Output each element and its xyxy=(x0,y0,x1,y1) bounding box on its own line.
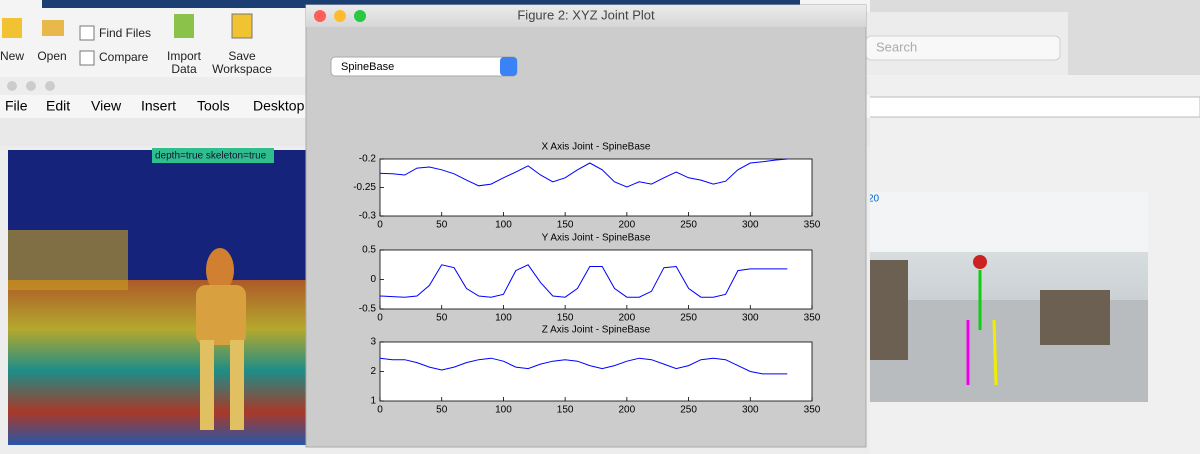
x-tick-label: 200 xyxy=(619,405,636,416)
popup-arrow[interactable] xyxy=(500,57,517,76)
y-tick-label: 1 xyxy=(370,396,376,407)
open-icon[interactable] xyxy=(42,20,64,36)
x-tick-label: 250 xyxy=(680,405,697,416)
import-label[interactable]: Import xyxy=(167,49,202,63)
find-files-label[interactable]: Find Files xyxy=(99,26,151,40)
y-tick-label: 3 xyxy=(370,337,376,348)
menu-item[interactable]: Edit xyxy=(46,98,70,114)
axes xyxy=(379,249,813,310)
plot-title: Y Axis Joint - SpineBase xyxy=(542,233,651,244)
window-button[interactable] xyxy=(26,81,36,91)
data-line xyxy=(379,264,788,298)
axes xyxy=(379,341,813,402)
desk xyxy=(1040,290,1110,345)
title-bar xyxy=(306,5,866,27)
x-tick-label: 100 xyxy=(495,405,512,416)
menu-item[interactable]: Tools xyxy=(197,98,230,114)
zoom-button[interactable] xyxy=(354,10,366,22)
close-button[interactable] xyxy=(314,10,326,22)
data-line xyxy=(379,357,788,375)
window-button[interactable] xyxy=(45,81,55,91)
camera-menubar xyxy=(859,96,1200,118)
plot-title: Z Axis Joint - SpineBase xyxy=(542,325,651,336)
window-button[interactable] xyxy=(7,81,17,91)
depth-floor xyxy=(8,280,306,445)
menu-item[interactable]: Insert xyxy=(141,98,176,114)
data-line xyxy=(379,158,788,188)
depth-person xyxy=(206,248,234,292)
y-tick-label: 2 xyxy=(370,366,376,377)
save-label[interactable]: Save xyxy=(228,49,256,63)
x-tick-label: 250 xyxy=(680,220,697,231)
depth-wall xyxy=(8,230,128,290)
camera-label: 20 xyxy=(868,194,880,205)
y-tick-label: -0.3 xyxy=(359,211,377,222)
x-tick-label: 250 xyxy=(680,313,697,324)
ceiling xyxy=(866,192,1148,252)
window-title: Figure 2: XYZ Joint Plot xyxy=(517,7,655,22)
import-icon[interactable] xyxy=(174,14,194,38)
depth-person xyxy=(230,340,244,430)
plot-title: X Axis Joint - SpineBase xyxy=(542,142,651,153)
y-tick-label: -0.5 xyxy=(359,304,377,315)
depth-label-bg xyxy=(152,148,274,163)
skeleton-head xyxy=(973,255,987,269)
compare-icon[interactable] xyxy=(79,50,95,66)
axes xyxy=(379,158,813,217)
x-tick-label: 350 xyxy=(804,220,821,231)
x-tick-label: 150 xyxy=(557,405,574,416)
save-label[interactable]: Workspace xyxy=(212,62,272,76)
new-label[interactable]: New xyxy=(0,49,24,63)
x-tick-label: 0 xyxy=(377,220,383,231)
search-placeholder[interactable]: Search xyxy=(876,39,917,54)
x-tick-label: 0 xyxy=(377,405,383,416)
y-tick-label: -0.25 xyxy=(353,182,376,193)
x-tick-label: 50 xyxy=(436,405,448,416)
x-tick-label: 100 xyxy=(495,313,512,324)
menu-item[interactable]: Desktop xyxy=(253,98,305,114)
depth-person xyxy=(196,285,246,345)
x-tick-label: 200 xyxy=(619,220,636,231)
menu-item[interactable]: File xyxy=(5,98,28,114)
find-icon[interactable] xyxy=(79,25,95,41)
x-tick-label: 300 xyxy=(742,405,759,416)
x-tick-label: 50 xyxy=(436,220,448,231)
x-tick-label: 150 xyxy=(557,220,574,231)
menu-item[interactable]: View xyxy=(91,98,122,114)
x-tick-label: 150 xyxy=(557,313,574,324)
compare-label[interactable]: Compare xyxy=(99,50,149,64)
x-tick-label: 200 xyxy=(619,313,636,324)
y-tick-label: -0.2 xyxy=(359,154,377,165)
menu: File Edit View Insert Tools Desktop xyxy=(5,98,305,114)
new-icon[interactable] xyxy=(2,18,22,38)
save-icon[interactable] xyxy=(231,13,253,39)
minimize-button[interactable] xyxy=(334,10,346,22)
x-tick-label: 300 xyxy=(742,220,759,231)
depth-label: depth=true skeleton=true xyxy=(155,151,267,162)
x-tick-label: 100 xyxy=(495,220,512,231)
toolstrip-tab xyxy=(42,0,800,8)
x-tick-label: 0 xyxy=(377,313,383,324)
y-tick-label: 0 xyxy=(370,274,376,285)
x-tick-label: 350 xyxy=(804,313,821,324)
x-tick-label: 350 xyxy=(804,405,821,416)
y-tick-label: 0.5 xyxy=(362,245,376,256)
popup-value[interactable]: SpineBase xyxy=(341,61,394,73)
open-label[interactable]: Open xyxy=(37,49,66,63)
depth-person xyxy=(200,340,214,430)
x-tick-label: 50 xyxy=(436,313,448,324)
import-label[interactable]: Data xyxy=(171,62,197,76)
x-tick-label: 300 xyxy=(742,313,759,324)
desk xyxy=(868,260,908,360)
skeleton xyxy=(992,319,998,386)
